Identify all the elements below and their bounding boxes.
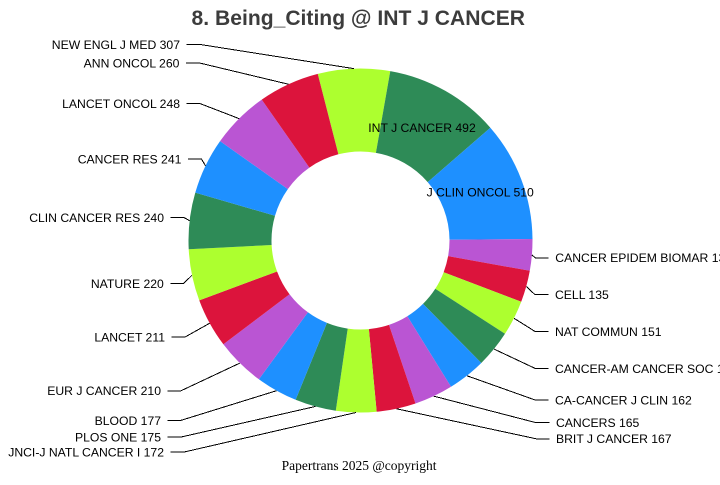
svg-text:PLOS ONE 175: PLOS ONE 175	[75, 431, 161, 445]
svg-text:CANCERS 165: CANCERS 165	[556, 416, 640, 430]
svg-text:CANCER RES 241: CANCER RES 241	[78, 152, 182, 166]
svg-text:NAT COMMUN 151: NAT COMMUN 151	[555, 325, 662, 339]
svg-text:CLIN CANCER RES 240: CLIN CANCER RES 240	[29, 211, 164, 225]
svg-text:EUR J CANCER 210: EUR J CANCER 210	[47, 384, 161, 398]
svg-text:CANCER EPIDEM BIOMAR 134: CANCER EPIDEM BIOMAR 134	[555, 251, 720, 265]
svg-text:JNCI-J NATL CANCER I 172: JNCI-J NATL CANCER I 172	[8, 446, 164, 460]
svg-text:INT J CANCER 492: INT J CANCER 492	[368, 121, 476, 135]
svg-text:J CLIN ONCOL 510: J CLIN ONCOL 510	[427, 185, 534, 199]
svg-text:NATURE 220: NATURE 220	[91, 277, 164, 291]
svg-text:LANCET 211: LANCET 211	[94, 331, 165, 345]
svg-text:8. Being_Citing @ INT J CANCER: 8. Being_Citing @ INT J CANCER	[192, 7, 525, 30]
svg-text:CANCER-AM CANCER SOC 158: CANCER-AM CANCER SOC 158	[555, 362, 720, 376]
svg-text:NEW ENGL J MED 307: NEW ENGL J MED 307	[52, 38, 180, 52]
svg-text:ANN ONCOL 260: ANN ONCOL 260	[84, 56, 180, 70]
svg-text:Papertrans 2025 @copyright: Papertrans 2025 @copyright	[282, 458, 437, 473]
svg-text:CA-CANCER J CLIN 162: CA-CANCER J CLIN 162	[555, 393, 692, 407]
svg-text:BRIT J CANCER 167: BRIT J CANCER 167	[556, 432, 672, 446]
svg-text:BLOOD 177: BLOOD 177	[95, 414, 162, 428]
svg-text:CELL 135: CELL 135	[555, 288, 609, 302]
svg-text:LANCET ONCOL 248: LANCET ONCOL 248	[62, 97, 180, 111]
